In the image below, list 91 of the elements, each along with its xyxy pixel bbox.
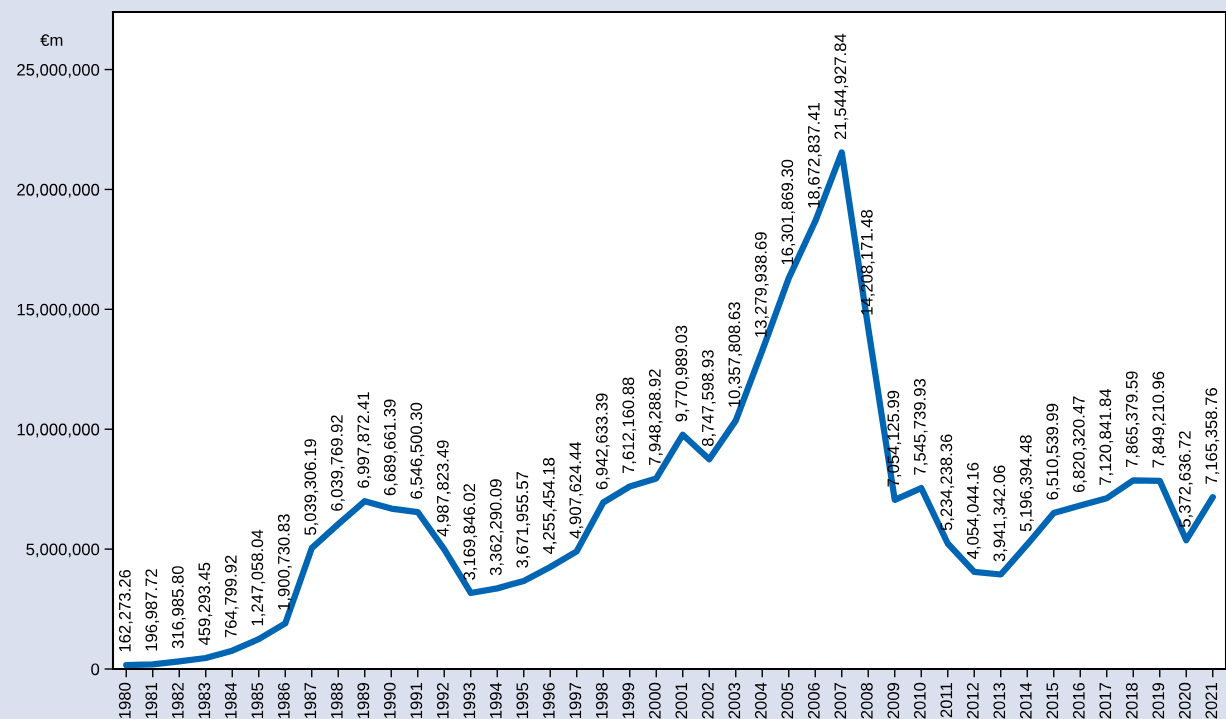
x-tick-label: 2011 <box>940 683 953 718</box>
x-tick-label: 1998 <box>595 682 608 718</box>
data-label: 3,169,846.02 <box>463 484 478 580</box>
data-label: 7,545,739.93 <box>913 378 928 475</box>
data-label: 1,247,058.04 <box>251 529 266 626</box>
data-label: 7,865,379.59 <box>1125 371 1140 468</box>
data-label: 7,054,125.99 <box>887 390 902 487</box>
data-label: 7,849,210.96 <box>1152 371 1167 468</box>
y-tick-label: 20,000,000 <box>17 183 100 198</box>
x-tick-label: 1987 <box>304 683 317 718</box>
x-tick-label: 1985 <box>251 682 264 718</box>
x-tick-label: 1988 <box>330 682 343 718</box>
y-axis-title: €m <box>40 34 63 47</box>
x-tick-label: 2015 <box>1046 682 1059 719</box>
x-tick-label: 2013 <box>993 682 1006 719</box>
x-tick-label: 1991 <box>410 683 423 718</box>
data-label: 6,039,769.92 <box>330 415 345 511</box>
data-label: 8,747,598.93 <box>701 350 716 447</box>
x-tick-label: 2021 <box>1205 683 1218 719</box>
x-tick-label: 2018 <box>1125 682 1138 719</box>
data-label: 6,820,320.47 <box>1072 396 1087 493</box>
x-tick-label: 2009 <box>887 682 900 719</box>
x-tick-label: 1996 <box>542 682 555 718</box>
data-label: 21,544,927.84 <box>834 33 849 140</box>
y-tick-label: 15,000,000 <box>17 303 100 318</box>
data-label: 7,948,288.92 <box>648 369 663 466</box>
x-tick-label: 1997 <box>569 683 582 718</box>
data-label: 5,196,394.48 <box>1019 435 1034 532</box>
x-tick-label: 2006 <box>807 682 820 719</box>
data-label: 196,987.72 <box>145 569 160 651</box>
data-label: 4,054,044.16 <box>966 462 981 559</box>
x-tick-label: 2003 <box>728 682 741 719</box>
data-label: 5,372,636.72 <box>1178 431 1193 528</box>
data-label: 4,987,823.49 <box>436 440 451 537</box>
data-label: 9,770,989.03 <box>675 325 690 422</box>
x-tick-label: 2008 <box>860 682 873 719</box>
data-label: 13,279,938.69 <box>754 232 769 337</box>
x-tick-label: 1995 <box>516 682 529 718</box>
data-label: 4,255,454.18 <box>542 457 557 555</box>
x-tick-label: 1981 <box>145 683 158 718</box>
x-tick-label: 1990 <box>383 682 396 718</box>
x-tick-label: 2016 <box>1072 682 1085 719</box>
x-tick-label: 2012 <box>966 683 979 719</box>
x-tick-label: 1983 <box>198 682 211 718</box>
x-tick-label: 2010 <box>913 682 926 719</box>
data-label: 18,672,837.41 <box>807 102 822 208</box>
x-tick-label: 1993 <box>463 682 476 718</box>
x-tick-label: 1982 <box>171 683 184 718</box>
x-tick-label: 2014 <box>1019 682 1032 719</box>
data-label: 316,985.80 <box>171 566 186 649</box>
data-label: 162,273.26 <box>118 569 133 652</box>
y-tick-label: 0 <box>91 663 100 676</box>
data-label: 459,293.45 <box>198 562 213 646</box>
x-tick-label: 1999 <box>622 682 635 718</box>
y-tick-label: 10,000,000 <box>17 423 100 438</box>
data-label: 7,165,358.76 <box>1205 388 1220 484</box>
data-label: 7,120,841.84 <box>1099 388 1114 485</box>
y-tick-label: 25,000,000 <box>17 63 100 78</box>
x-tick-label: 2000 <box>648 682 661 719</box>
data-label: 10,357,808.63 <box>728 302 743 407</box>
y-tick-label: 5,000,000 <box>26 543 100 558</box>
x-tick-label: 2007 <box>834 683 847 719</box>
data-label: 5,039,306.19 <box>304 439 319 535</box>
x-tick-label: 1980 <box>118 682 131 718</box>
data-label: 3,941,342.06 <box>993 465 1008 562</box>
data-label: 7,612,160.88 <box>622 377 637 474</box>
data-label: 1,900,730.83 <box>277 514 292 610</box>
x-tick-label: 2001 <box>675 683 688 719</box>
x-tick-label: 2020 <box>1178 682 1191 719</box>
data-label: 6,942,633.39 <box>595 393 610 490</box>
data-label: 6,546,500.30 <box>410 402 425 499</box>
x-tick-label: 1994 <box>489 682 502 718</box>
x-tick-label: 2004 <box>754 682 767 719</box>
data-label: 6,997,872.41 <box>357 392 372 488</box>
data-label: 764,799.92 <box>224 555 239 638</box>
x-tick-label: 2005 <box>781 682 794 719</box>
data-label: 5,234,238.36 <box>940 434 955 531</box>
x-tick-label: 1989 <box>357 682 370 718</box>
data-label: 14,208,171.48 <box>860 209 875 315</box>
x-tick-label: 2002 <box>701 683 714 719</box>
data-label: 3,362,290.09 <box>489 479 504 576</box>
x-tick-label: 1986 <box>277 682 290 718</box>
data-label: 6,689,661.39 <box>383 399 398 496</box>
data-label: 4,907,624.44 <box>569 442 584 539</box>
data-label: 6,510,539.99 <box>1046 403 1061 500</box>
data-label: 16,301,869.30 <box>781 159 796 265</box>
x-tick-label: 2019 <box>1152 682 1165 719</box>
x-tick-label: 1984 <box>224 682 237 718</box>
x-tick-label: 2017 <box>1099 683 1112 719</box>
x-tick-label: 1992 <box>436 683 449 718</box>
data-label: 3,671,955.57 <box>516 471 531 568</box>
